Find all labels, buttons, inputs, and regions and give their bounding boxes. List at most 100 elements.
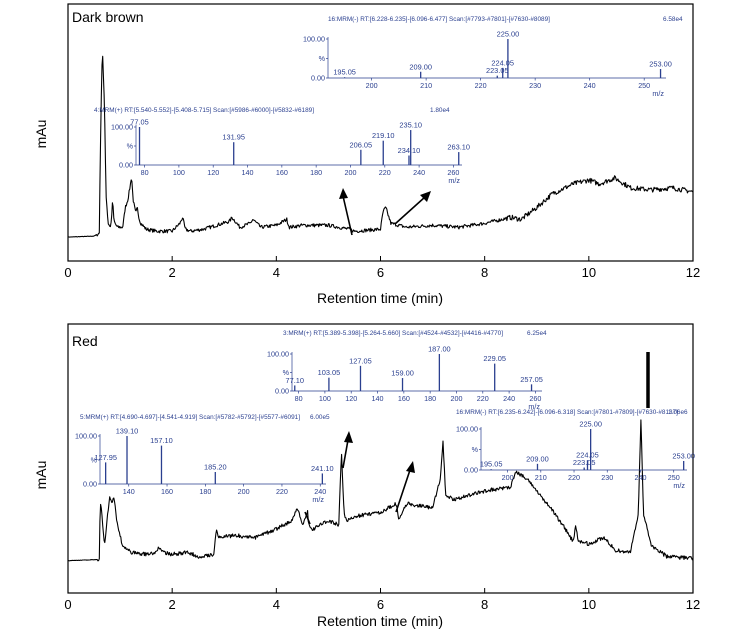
ms-x-tick-label: 250 [668, 473, 680, 482]
ms-x-unit: m/z [448, 176, 460, 185]
x-axis-ticks: 0 2 4 6 8 10 12 [64, 588, 700, 612]
ms-y-tick-label: % [472, 445, 479, 454]
ms-y-tick-label: % [319, 54, 326, 63]
ms-peak-label: 127.05 [349, 356, 372, 365]
ms-peak-label: 225.00 [497, 30, 520, 39]
ms-x-tick-label: 200 [238, 487, 250, 496]
x-tick-label: 0 [64, 597, 71, 612]
x-tick-label: 4 [273, 265, 280, 280]
ms-y-tick-label: 100.00 [75, 432, 97, 441]
ms-y-tick-label: % [127, 142, 134, 151]
x-tick-label: 10 [582, 265, 596, 280]
ms-x-tick-label: 240 [503, 394, 515, 403]
x-tick-label: 12 [686, 597, 700, 612]
arrow-head [344, 431, 353, 443]
ms-x-tick-label: 260 [447, 168, 459, 177]
ms-header: 16:MRM(-) RT:[6.228-6.235]-[6.096-6.477]… [328, 16, 550, 23]
ms-x-tick-label: 260 [529, 394, 541, 403]
ms-peak-label: 234.10 [398, 146, 421, 155]
ms-max-intensity: 1.06e6 [668, 409, 688, 416]
ms-y-tick-label: 0.00 [311, 74, 325, 83]
panel-red: Red mAu Retention time (min) 0 2 4 6 8 10 12 3… [33, 323, 700, 629]
ms-x-unit: m/z [652, 89, 664, 98]
x-tick-label: 6 [377, 597, 384, 612]
ms-peak-label: 206.05 [350, 140, 373, 149]
arrow-head [339, 188, 348, 199]
ms-peak-label: 263.10 [447, 143, 470, 152]
ms-x-tick-label: 220 [477, 394, 489, 403]
panel-title: Dark brown [72, 9, 144, 25]
ms-x-tick-label: 100 [173, 168, 185, 177]
ms-x-tick-label: 230 [529, 81, 541, 90]
arrow-to-inset [395, 469, 411, 513]
ms-peak-label: 257.05 [520, 375, 543, 384]
ms-peak-label: 131.95 [222, 133, 245, 142]
ms-x-tick-label: 220 [475, 81, 487, 90]
ms-x-tick-label: 160 [276, 168, 288, 177]
ms-max-intensity: 1.80e4 [430, 107, 450, 114]
ms-peak-label: 195.05 [480, 460, 503, 469]
arrow-head [406, 461, 415, 473]
ms-header: 4:MRM(+) RT:[5.540-5.552]-[5.408-5.715] … [94, 107, 314, 114]
ms-peak-label: 224.05 [576, 451, 599, 460]
ms-y-tick-label: 100.00 [267, 350, 289, 359]
ms-header: 3:MRM(+) RT:[5.389-5.398]-[5.264-5.660] … [283, 330, 503, 337]
ms-inset-mrm5: 5:MRM(+) RT:[4.690-4.697]-[4.541-4.919] … [75, 414, 334, 504]
x-axis-ticks: 0 2 4 6 8 10 12 [64, 256, 700, 280]
ms-x-tick-label: 220 [379, 168, 391, 177]
ms-peak-label: 229.05 [483, 354, 506, 363]
ms-x-tick-label: 120 [207, 168, 219, 177]
ms-x-tick-label: 180 [199, 487, 211, 496]
ms-x-tick-label: 200 [344, 168, 356, 177]
ms-y-tick-label: % [91, 456, 98, 465]
arrow-fragment [304, 511, 311, 525]
ms-x-tick-label: 240 [584, 81, 596, 90]
ms-inset-mrm16-red: 16:MRM(-) RT:[6.235-6.242]-[6.096-6.318]… [456, 409, 695, 490]
ms-y-tick-label: 100.00 [111, 123, 133, 132]
ms-x-tick-label: 200 [366, 81, 378, 90]
ms-peak-label: 195.05 [333, 68, 356, 77]
ms-x-unit: m/z [312, 495, 324, 504]
x-tick-label: 6 [377, 265, 384, 280]
ms-inset-mrm16: 16:MRM(-) RT:[6.228-6.235]-[6.096-6.477]… [303, 16, 683, 98]
ms-y-tick-label: 100.00 [456, 425, 478, 434]
ms-x-tick-label: 220 [568, 473, 580, 482]
ms-peak-label: 253.00 [672, 451, 695, 460]
ms-max-intensity: 6.25e4 [527, 330, 547, 337]
ms-x-tick-label: 100 [319, 394, 331, 403]
ms-peak-label: 103.05 [318, 368, 341, 377]
ms-x-tick-label: 140 [242, 168, 254, 177]
ms-x-tick-label: 240 [413, 168, 425, 177]
x-tick-label: 2 [169, 265, 176, 280]
ms-x-tick-label: 210 [535, 473, 547, 482]
x-tick-label: 8 [481, 597, 488, 612]
ms-x-tick-label: 220 [276, 487, 288, 496]
arrow-to-inset [342, 439, 349, 469]
ms-y-tick-label: 0.00 [275, 387, 289, 396]
ms-x-tick-label: 230 [601, 473, 613, 482]
ms-peak-label: 225.00 [579, 420, 602, 429]
x-tick-label: 8 [481, 265, 488, 280]
x-tick-label: 4 [273, 597, 280, 612]
ms-inset-mrm4: 4:MRM(+) RT:[5.540-5.552]-[5.408-5.715] … [94, 107, 470, 185]
ms-x-tick-label: 200 [502, 473, 514, 482]
arrow-to-inset [394, 196, 426, 225]
ms-y-tick-label: 0.00 [464, 466, 478, 475]
ms-x-tick-label: 140 [372, 394, 384, 403]
ms-peak-label: 235.10 [399, 121, 422, 130]
ms-y-tick-label: 0.00 [83, 480, 97, 489]
ms-header: 16:MRM(-) RT:[6.235-6.242]-[6.096-6.318]… [456, 409, 678, 416]
arrow-to-inset [342, 195, 353, 236]
ms-peak-label: 223.05 [486, 66, 509, 75]
ms-x-tick-label: 120 [345, 394, 357, 403]
ms-peak-label: 241.10 [311, 464, 334, 473]
ms-peak-label: 209.00 [409, 62, 432, 71]
panel-dark-brown: Dark brown mAu Retention time (min) 0 2 4 6… [33, 3, 700, 306]
x-tick-label: 12 [686, 265, 700, 280]
ms-peak-label: 159.00 [391, 369, 414, 378]
ms-x-tick-label: 80 [141, 168, 149, 177]
chromatogram-trace [67, 55, 694, 238]
ms-peak-label: 139.10 [116, 427, 139, 436]
ms-x-tick-label: 140 [123, 487, 135, 496]
